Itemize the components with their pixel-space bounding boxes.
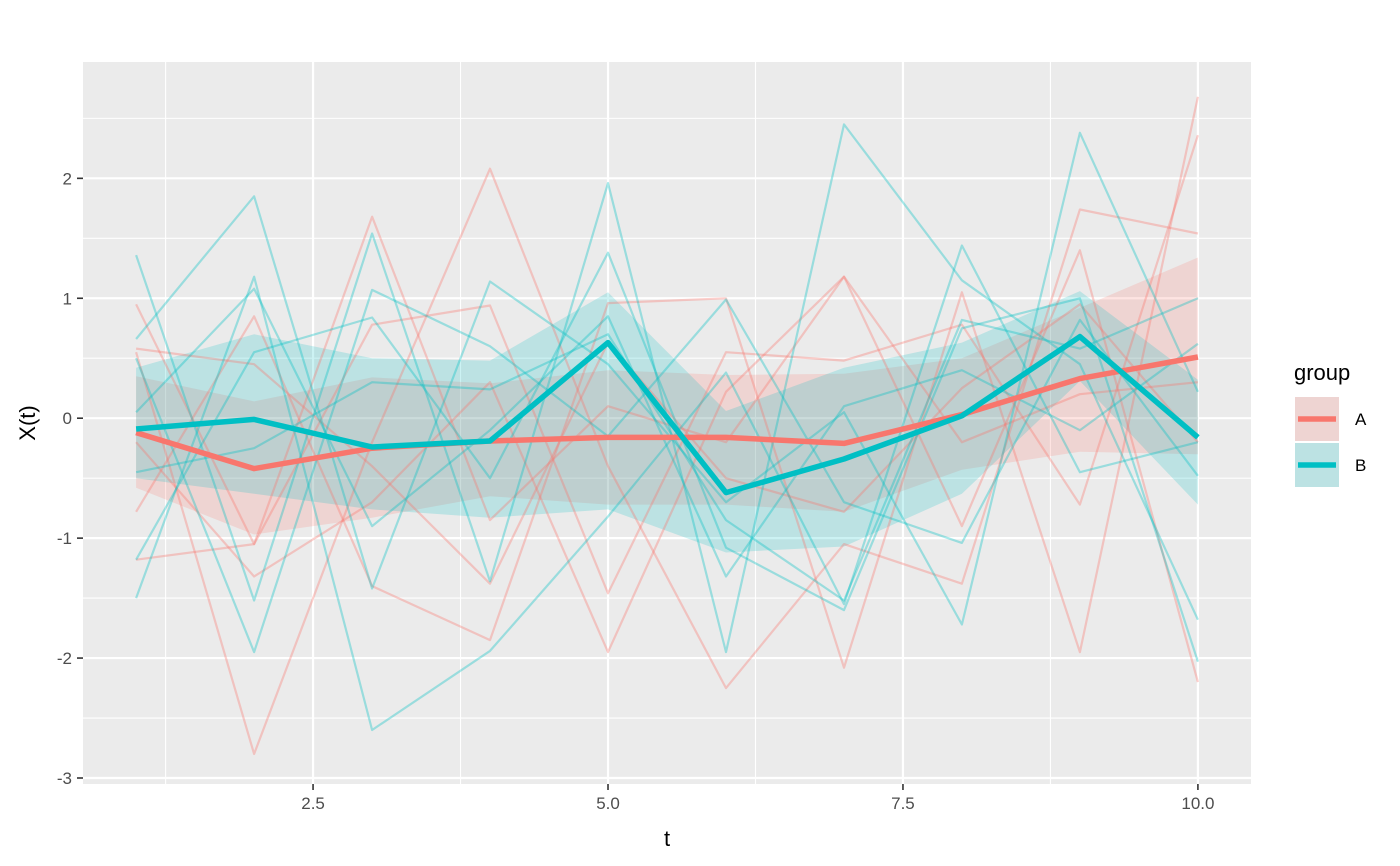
band-a: [136, 257, 1198, 535]
trajectory-lines: [135, 96, 1199, 756]
y-tick-label: -3: [57, 769, 72, 788]
y-tick-label: 0: [63, 409, 72, 428]
mean-line-b: [135, 333, 1200, 496]
x-axis-title: t: [664, 826, 670, 851]
y-tick-label: 1: [63, 289, 72, 308]
y-tick-label: 2: [63, 169, 72, 188]
y-tick-label: -2: [57, 649, 72, 668]
legend-label-b: B: [1355, 456, 1366, 475]
x-tick-label: 10.0: [1181, 794, 1214, 813]
trajectory-b-7: [135, 297, 1199, 602]
y-tick-label: -1: [57, 529, 72, 548]
trajectory-a-3: [135, 96, 1199, 669]
trajectory-b-5: [135, 288, 1199, 654]
y-axis-title: X(t): [15, 405, 40, 440]
x-tick-label: 2.5: [301, 794, 325, 813]
trajectory-b-2: [135, 244, 1199, 732]
legend-label-a: A: [1355, 410, 1367, 429]
x-tick-label: 5.0: [596, 794, 620, 813]
trajectory-b-4: [135, 251, 1199, 663]
legend: group A B: [1294, 360, 1367, 487]
x-axis: 2.5 5.0 7.5 10.0: [301, 784, 1214, 813]
mean-line-a: [135, 354, 1199, 472]
x-tick-label: 7.5: [891, 794, 915, 813]
trajectory-a-5: [135, 303, 1199, 585]
major-gridlines: [83, 62, 1251, 784]
minor-gridlines: [83, 62, 1251, 784]
trajectory-b-6: [135, 287, 1199, 578]
legend-title: group: [1294, 360, 1350, 385]
y-axis: -3 -2 -1 0 1 2: [57, 169, 83, 788]
trajectory-a-1: [135, 215, 1199, 683]
trajectory-a-6: [135, 275, 1199, 654]
mean-lines: [135, 333, 1200, 496]
